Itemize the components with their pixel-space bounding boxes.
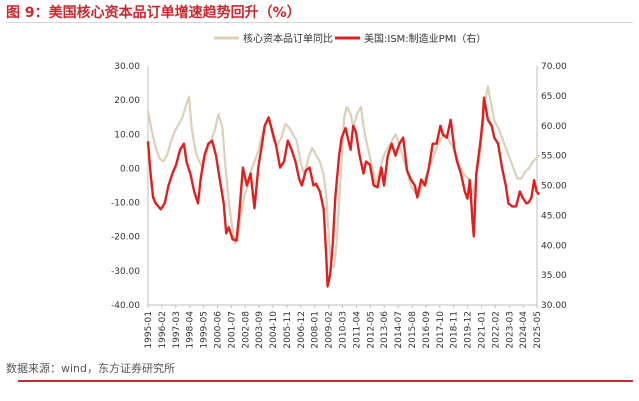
chart-axes: -40.00 -30.00 -20.00 -10.00 0.00 10.00 20.00 30… <box>111 62 567 349</box>
x-axis-tick-label: 2025-05 <box>533 311 543 349</box>
right-axis-tick-label: 55.00 <box>541 152 567 162</box>
left-axis-tick-label: -10.00 <box>111 199 140 209</box>
x-axis-tick-label: 2019-12 <box>464 311 474 349</box>
x-axis-tick-label: 2010-03 <box>339 311 349 349</box>
left-axis-tick-label: 10.00 <box>114 130 140 140</box>
right-axis-tick-label: 65.00 <box>541 92 567 102</box>
left-axis-tick-label: 30.00 <box>114 62 140 72</box>
x-axis-tick-label: 2003-09 <box>255 311 265 349</box>
x-axis-tick-label: 2002-08 <box>241 311 251 349</box>
x-axis-tick-label: 2018-11 <box>450 311 460 349</box>
legend-label-core-capital-goods: 核心资本品订单同比 <box>243 32 333 45</box>
x-axis-tick-label: 2008-01 <box>311 311 321 349</box>
series-line-ism-pmi <box>146 96 541 288</box>
right-axis-tick-label: 60.00 <box>541 122 567 132</box>
right-axis-tick-label: 50.00 <box>541 182 567 192</box>
x-axis-tick-label: 1998-04 <box>186 311 196 349</box>
x-axis-tick-label: 2023-03 <box>505 311 515 349</box>
x-axis-tick-label: 2004-10 <box>269 311 279 349</box>
x-axis-tick-label: 2001-07 <box>227 311 237 349</box>
right-axis-tick-label: 45.00 <box>541 211 567 221</box>
right-axis-tick-label: 30.00 <box>541 301 567 311</box>
bottom-divider <box>18 380 633 382</box>
series-line-core-capital-goods <box>146 85 541 269</box>
x-axis-tick-label: 2009-02 <box>325 311 335 349</box>
x-axis-tick-label: 1995-01 <box>144 311 154 349</box>
x-axis-tick-label: 2015-08 <box>408 311 418 349</box>
x-axis-tick-label: 1999-05 <box>200 311 210 349</box>
left-axis-tick-label: -40.00 <box>111 301 140 311</box>
left-axis-tick-label: 20.00 <box>114 96 140 106</box>
right-axis-tick-label: 40.00 <box>541 241 567 251</box>
data-source-note: 数据来源：wind，东方证券研究所 <box>6 362 176 375</box>
right-axis-tick-label: 70.00 <box>541 62 567 72</box>
x-axis-tick-label: 2021-01 <box>477 311 487 349</box>
left-axis-tick-label: -20.00 <box>111 233 140 243</box>
legend-label-ism-pmi: 美国:ISM:制造业PMI（右） <box>364 32 486 45</box>
x-axis-tick-label: 1996-02 <box>158 311 168 349</box>
x-axis-tick-label: 2014-07 <box>394 311 404 349</box>
x-axis-tick-label: 2013-06 <box>380 311 390 349</box>
right-axis-tick-label: 35.00 <box>541 271 567 281</box>
x-axis-tick-label: 2012-05 <box>366 311 376 349</box>
x-axis-tick-label: 2011-04 <box>352 311 362 349</box>
figure-title: 图 9：美国核心资本品订单增速趋势回升（%） <box>6 5 301 21</box>
x-axis-tick-label: 2022-02 <box>491 311 501 349</box>
line-chart: 核心资本品订单同比 美国:ISM:制造业PMI（右） -40.00 -30.00 -2… <box>111 32 567 349</box>
left-axis-tick-label: 0.00 <box>120 164 140 174</box>
x-axis-tick-label: 2016-09 <box>422 311 432 349</box>
chart-series <box>146 85 541 288</box>
title-divider <box>6 22 633 23</box>
x-axis-tick-label: 2006-12 <box>297 311 307 349</box>
x-axis-tick-label: 1997-03 <box>172 311 182 349</box>
x-axis-tick-label: 2017-10 <box>436 311 446 349</box>
x-axis-tick-label: 2005-11 <box>283 311 293 349</box>
x-axis-tick-label: 2024-04 <box>519 311 529 349</box>
x-axis-tick-label: 2000-06 <box>213 311 223 349</box>
left-axis-tick-label: -30.00 <box>111 267 140 277</box>
chart-legend: 核心资本品订单同比 美国:ISM:制造业PMI（右） <box>214 32 486 45</box>
